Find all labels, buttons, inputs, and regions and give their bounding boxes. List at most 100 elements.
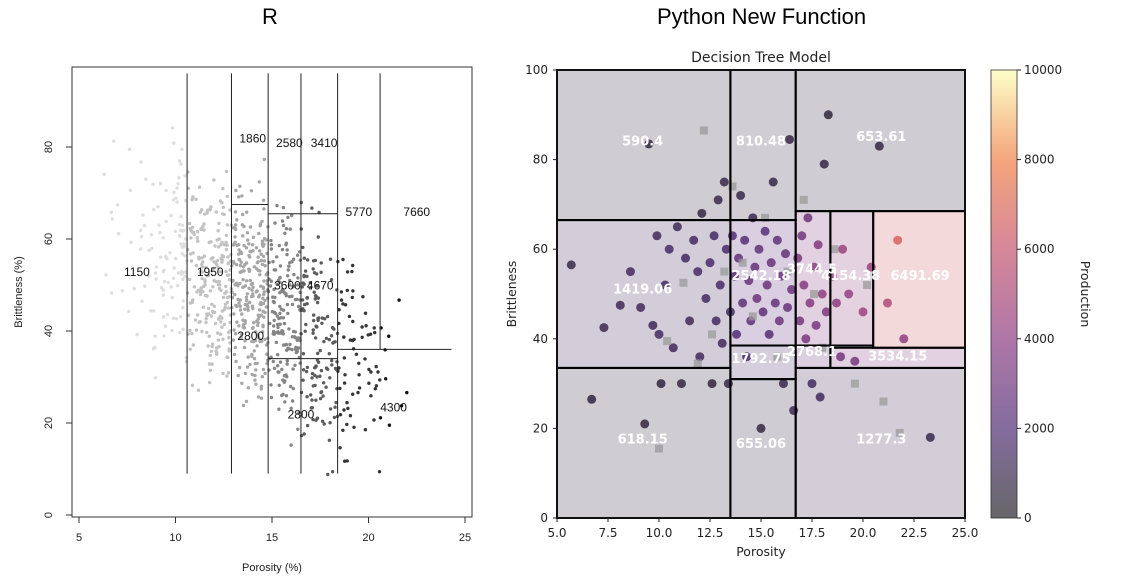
py-data-point [813,240,823,250]
r-data-point [280,393,284,398]
r-data-point [311,384,315,388]
r-data-point [186,291,190,295]
py-sample-square [693,359,702,368]
py-sample-square [699,126,708,135]
r-data-point [356,390,360,395]
py-data-point [874,141,884,151]
r-data-point [285,362,289,366]
r-data-point [283,231,287,235]
r-data-point [288,278,292,283]
py-y-tick-label: 100 [525,63,548,77]
r-data-point [289,443,293,447]
r-data-point [179,242,183,246]
r-data-point [384,377,388,381]
r-data-point [257,231,261,236]
r-data-point [102,172,106,177]
r-data-point [258,249,262,253]
r-x-ticks: 5 10 15 20 25 [76,517,471,544]
r-data-point [217,245,221,249]
r-data-point [364,324,368,328]
r-data-point [342,381,347,385]
r-data-point [351,263,355,268]
r-data-point [258,269,262,273]
r-data-point [208,380,212,385]
r-data-point [262,292,266,297]
r-data-point [316,351,320,356]
r-data-point [295,253,300,257]
r-data-point [348,414,353,418]
r-data-point [163,324,168,328]
r-data-point [357,361,361,365]
r-data-point [169,213,173,218]
r-data-point [275,314,280,318]
r-data-point [319,261,323,265]
r-data-point [244,399,249,404]
r-data-point [181,327,185,332]
r-data-point [399,404,404,408]
r-data-point [174,317,179,321]
r-data-point [302,309,306,313]
py-data-point [648,320,658,330]
r-data-point [240,381,244,385]
r-data-point [195,313,200,317]
r-data-point [180,252,184,256]
py-region [557,220,731,368]
r-y-tick-label: 40 [43,325,55,337]
r-data-point [166,280,170,285]
r-data-point [246,386,250,390]
py-data-point [689,235,699,245]
r-data-point [275,282,279,286]
r-data-point [235,320,239,324]
r-data-point [147,248,151,252]
r-data-point [205,330,209,335]
r-data-point [190,383,195,387]
r-data-point [311,259,316,263]
r-data-point [284,394,289,398]
r-data-point [293,363,297,367]
r-data-point [305,274,309,278]
r-data-point [316,316,320,321]
r-data-point [178,315,183,319]
r-data-point [224,284,228,289]
r-data-point [342,356,346,360]
py-data-point [736,190,746,200]
r-data-point [235,218,239,222]
r-data-point [295,283,300,287]
r-data-point [179,162,183,166]
r-data-point [303,269,308,273]
r-data-point [262,279,266,283]
r-data-point [310,371,315,376]
py-data-point [685,316,695,326]
r-data-point [281,343,286,347]
r-data-point [280,329,284,333]
r-data-point [179,214,183,219]
py-x-ticks: 5.0 7.5 10.0 12.5 15.0 17.5 20.0 22.5 25.0 [547,518,978,540]
r-data-point [176,283,180,288]
r-data-point [377,470,382,474]
r-data-point [261,325,265,329]
r-data-point [262,290,266,294]
py-data-point [811,320,821,330]
r-data-point [237,195,241,199]
r-data-point [198,292,203,297]
r-data-point [315,416,320,420]
py-sample-square [879,397,888,406]
left-panel-title: R [262,4,278,29]
r-data-point [324,336,329,341]
r-data-point [116,231,121,236]
py-data-point [723,379,733,389]
r-data-point [188,347,192,351]
r-data-point [206,344,210,348]
r-data-point [351,289,355,293]
r-x-tick-label: 5 [76,532,82,544]
py-data-point [838,244,848,254]
r-data-point [280,219,285,223]
r-data-point [259,284,263,288]
r-data-point [310,398,314,402]
r-data-point [263,310,267,315]
py-data-point [803,213,813,223]
r-data-point [354,352,359,356]
r-data-point [215,346,219,350]
r-data-point [175,200,179,204]
